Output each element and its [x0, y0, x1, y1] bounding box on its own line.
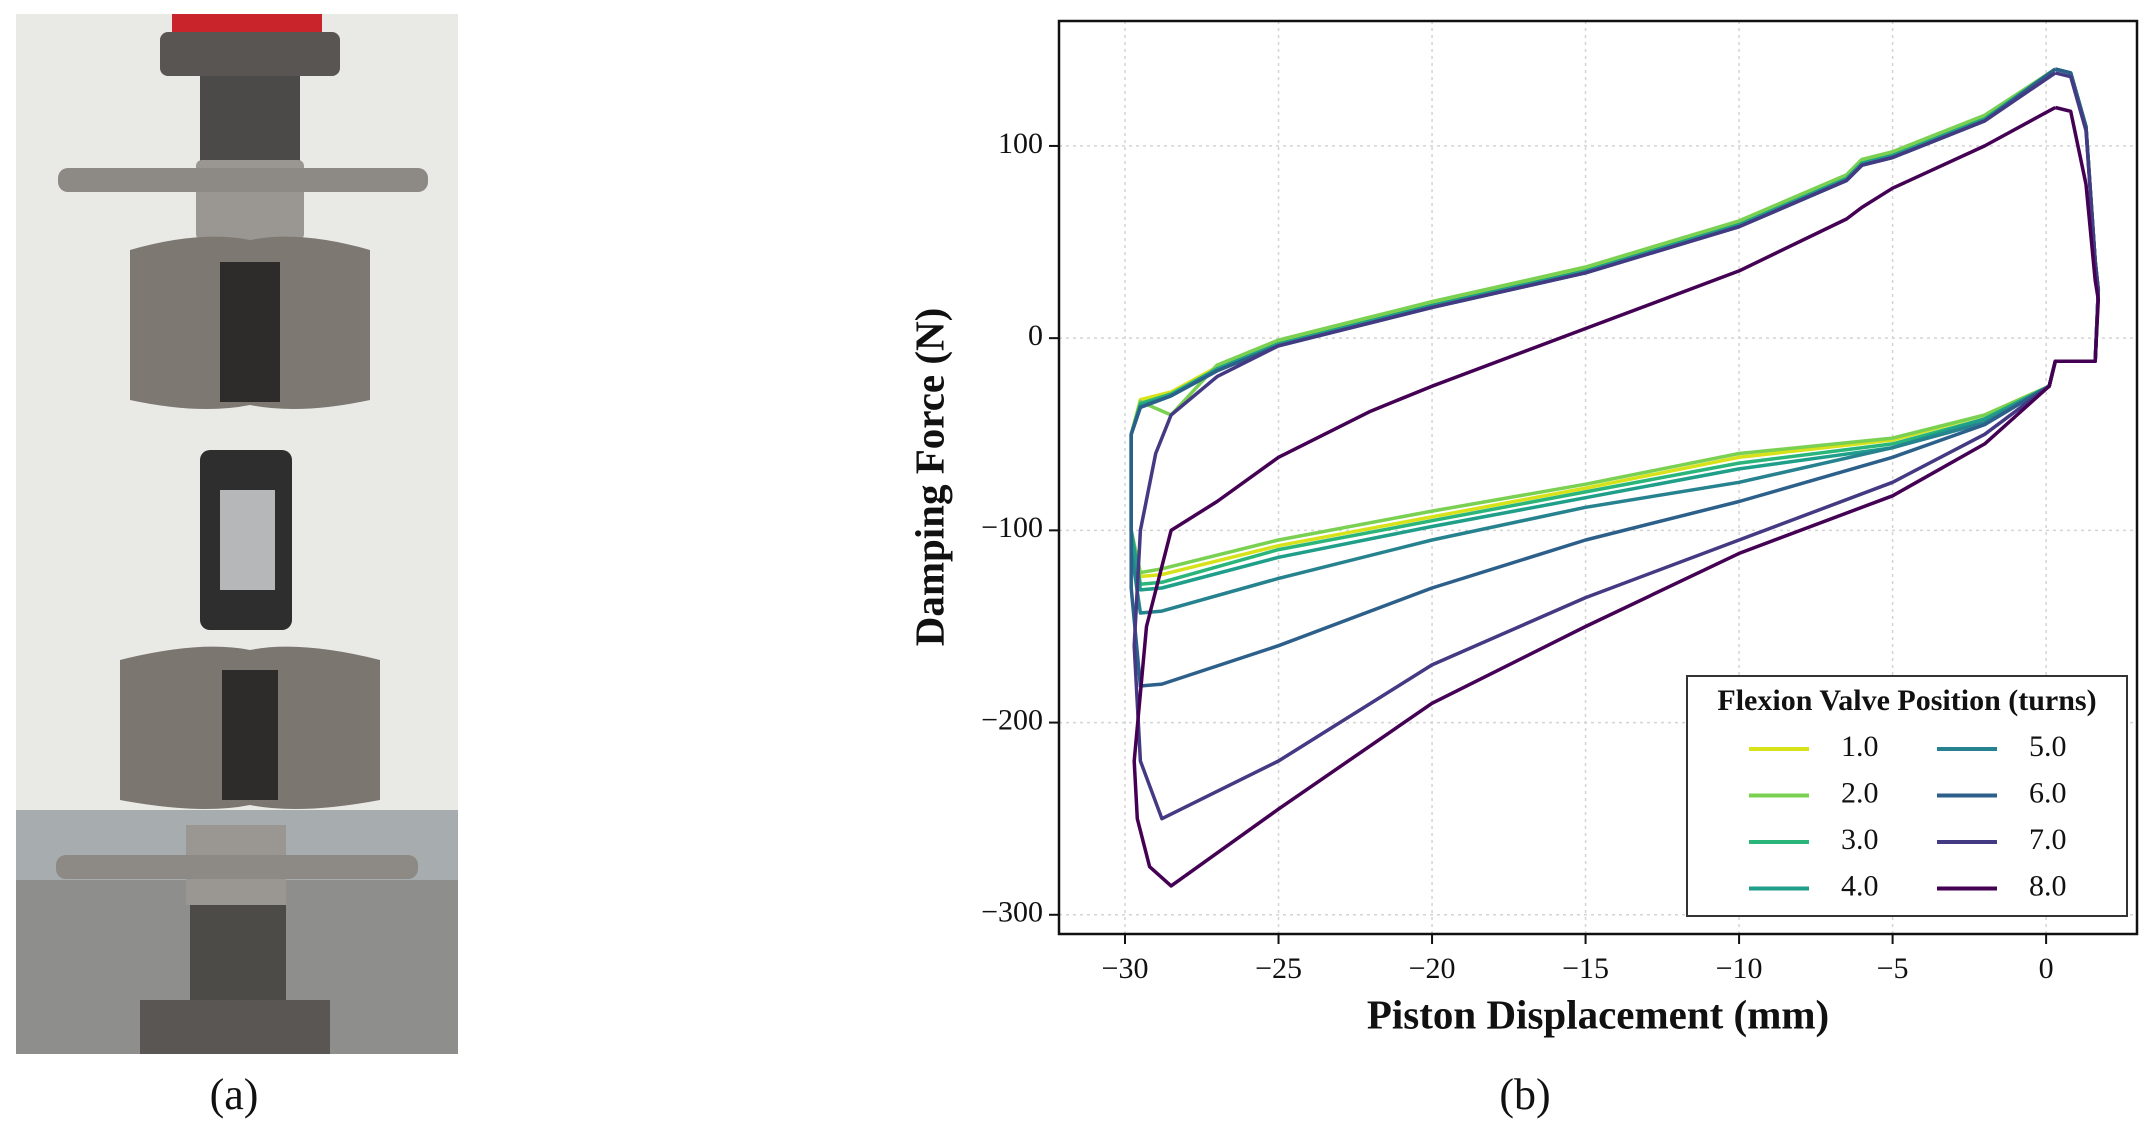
- x-axis-label: Piston Displacement (mm): [1367, 991, 1829, 1037]
- legend-label: 7.0: [2029, 823, 2067, 856]
- y-tick-label: −200: [981, 703, 1043, 736]
- legend-label: 3.0: [1841, 823, 1879, 856]
- legend-label: 6.0: [2029, 776, 2067, 809]
- plot-frame: [1057, 19, 2139, 936]
- legend-label: 2.0: [1841, 776, 1879, 809]
- series-line: [1129, 67, 2101, 575]
- x-tick-label: −15: [1562, 952, 1609, 985]
- panel-label: (b): [1499, 1070, 1550, 1119]
- x-tick-label: 0: [2039, 952, 2054, 985]
- y-tick-label: −100: [981, 511, 1043, 544]
- series-line: [1132, 105, 2101, 888]
- legend-label: 1.0: [1841, 730, 1879, 763]
- series-line: [1129, 67, 2101, 592]
- x-tick-label: −5: [1877, 952, 1909, 985]
- y-axis-label: Damping Force (N): [906, 308, 952, 647]
- panel-label: (a): [210, 1070, 259, 1119]
- x-tick-label: −25: [1255, 952, 1302, 985]
- x-tick-label: −20: [1409, 952, 1456, 985]
- legend-label: 8.0: [2029, 869, 2067, 902]
- legend-label: 4.0: [1841, 869, 1879, 902]
- legend-label: 5.0: [2029, 730, 2067, 763]
- photo: [16, 14, 458, 1054]
- y-tick-label: −300: [981, 896, 1043, 929]
- x-tick-label: −10: [1716, 952, 1763, 985]
- legend-title: Flexion Valve Position (turns): [1717, 684, 2096, 717]
- x-tick-label: −30: [1102, 952, 1149, 985]
- y-tick-label: 0: [1028, 319, 1043, 352]
- y-tick-label: 100: [998, 127, 1043, 160]
